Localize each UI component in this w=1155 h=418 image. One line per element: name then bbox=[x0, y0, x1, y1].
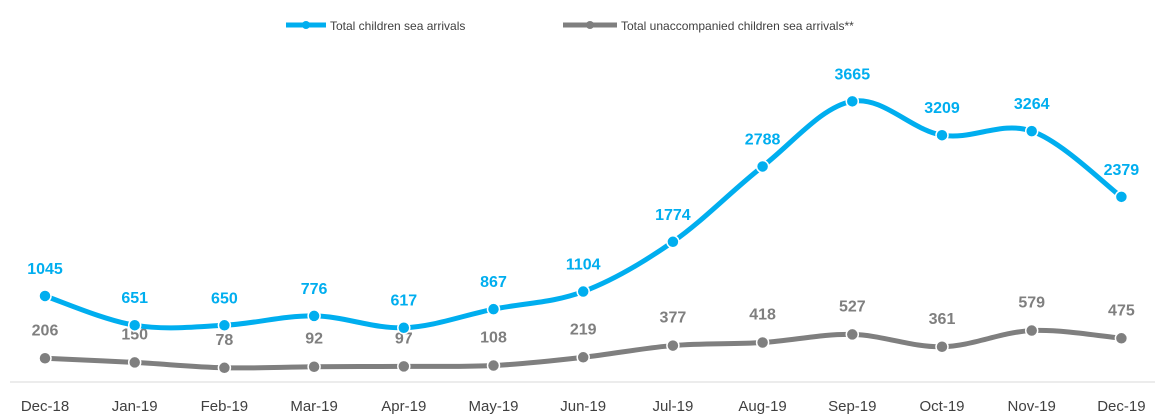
data-point bbox=[397, 320, 411, 335]
data-label: 418 bbox=[749, 307, 776, 324]
series-unaccompanied-children: 206 150 78 92 97 108 219 377 418 527 361 579 475 bbox=[32, 295, 1135, 375]
data-point bbox=[1114, 190, 1129, 204]
x-axis-ticks: Dec-18 Jan-19 Feb-19 Mar-19 Apr-19 May-19 Jun-… bbox=[21, 398, 1146, 415]
data-label: 2379 bbox=[1104, 162, 1140, 179]
data-point bbox=[755, 335, 770, 350]
x-tick-label: Jul-19 bbox=[652, 398, 693, 415]
data-label: 2788 bbox=[745, 131, 781, 148]
data-label: 92 bbox=[305, 331, 323, 348]
chart-legend: Total children sea arrivals Total unaccom… bbox=[286, 19, 854, 33]
series-total-children: 1045 651 650 776 617 867 1104 1774 2788 3665 3209 3… bbox=[27, 66, 1140, 335]
x-tick-label: Oct-19 bbox=[919, 398, 964, 415]
data-label: 206 bbox=[32, 322, 59, 339]
data-label: 776 bbox=[301, 281, 328, 298]
data-label: 3209 bbox=[924, 100, 960, 117]
data-point bbox=[1024, 323, 1039, 338]
data-point bbox=[576, 350, 590, 365]
data-label: 97 bbox=[395, 330, 413, 347]
legend-marker bbox=[302, 21, 310, 29]
data-label: 150 bbox=[121, 326, 148, 343]
data-point bbox=[307, 309, 321, 323]
data-point bbox=[1024, 124, 1039, 138]
legend-item: Total children sea arrivals bbox=[286, 19, 465, 33]
data-label: 527 bbox=[839, 298, 866, 315]
x-tick-label: Sep-19 bbox=[828, 398, 876, 415]
data-point bbox=[217, 361, 232, 375]
data-label: 651 bbox=[121, 290, 148, 307]
data-label: 78 bbox=[216, 332, 234, 349]
data-point bbox=[307, 359, 321, 374]
data-label: 579 bbox=[1018, 295, 1045, 312]
data-label: 3264 bbox=[1014, 96, 1050, 113]
data-point bbox=[935, 128, 949, 142]
data-point bbox=[38, 351, 52, 366]
legend-item: Total unaccompanied children sea arrival… bbox=[563, 19, 854, 33]
data-point bbox=[1114, 331, 1129, 346]
x-tick-label: Feb-19 bbox=[201, 398, 249, 415]
x-tick-label: Jan-19 bbox=[112, 398, 158, 415]
data-point bbox=[935, 340, 949, 354]
legend-marker bbox=[586, 21, 594, 29]
data-label: 108 bbox=[480, 330, 507, 347]
data-label: 3665 bbox=[835, 66, 871, 83]
data-point bbox=[666, 338, 680, 353]
data-label: 361 bbox=[929, 311, 956, 328]
data-label: 475 bbox=[1108, 302, 1135, 319]
data-point bbox=[486, 302, 501, 316]
data-point bbox=[127, 318, 142, 332]
data-label: 867 bbox=[480, 274, 507, 291]
data-point bbox=[576, 284, 590, 299]
x-tick-label: May-19 bbox=[468, 398, 518, 415]
legend-label: Total unaccompanied children sea arrival… bbox=[621, 19, 854, 33]
data-label: 377 bbox=[660, 310, 687, 327]
data-point bbox=[845, 327, 860, 342]
x-tick-label: Aug-19 bbox=[738, 398, 786, 415]
data-point bbox=[397, 359, 411, 374]
data-point bbox=[666, 235, 680, 249]
x-tick-label: Dec-19 bbox=[1097, 398, 1145, 415]
data-label: 650 bbox=[211, 290, 238, 307]
legend-label: Total children sea arrivals bbox=[330, 19, 465, 33]
data-label: 1045 bbox=[27, 261, 63, 278]
x-tick-label: Jun-19 bbox=[560, 398, 606, 415]
x-tick-label: Nov-19 bbox=[1008, 398, 1056, 415]
data-point bbox=[486, 358, 501, 373]
data-label: 1774 bbox=[655, 207, 691, 224]
data-point bbox=[755, 159, 770, 174]
data-label: 219 bbox=[570, 321, 597, 338]
data-point bbox=[217, 318, 232, 333]
data-label: 617 bbox=[390, 293, 417, 310]
x-tick-label: Apr-19 bbox=[381, 398, 426, 415]
data-point bbox=[845, 94, 860, 109]
data-label: 1104 bbox=[566, 257, 601, 274]
data-point bbox=[38, 289, 52, 303]
x-tick-label: Dec-18 bbox=[21, 398, 69, 415]
data-point bbox=[127, 355, 142, 370]
x-tick-label: Mar-19 bbox=[290, 398, 338, 415]
